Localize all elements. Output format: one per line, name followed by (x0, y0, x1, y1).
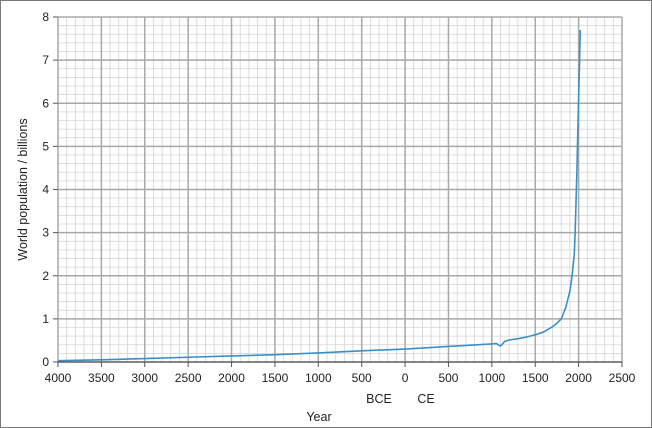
y-tick-label: 3 (42, 226, 49, 240)
population-line (57, 29, 582, 362)
x-axis-ticks: 4000 3500 3000 2500 2000 1500 1000 500 0 500 1000 1… (45, 362, 636, 385)
x-tick-label: 2500 (609, 371, 636, 385)
era-label-bce: BCE (366, 392, 392, 406)
x-tick-label: 2000 (565, 371, 592, 385)
y-axis-ticks: 0 1 2 3 4 5 6 7 8 (42, 10, 58, 369)
x-tick-label: 4000 (45, 371, 72, 385)
x-tick-label: 1500 (522, 371, 549, 385)
x-tick-label: 3000 (131, 371, 158, 385)
x-tick-label: 1000 (305, 371, 332, 385)
era-label-ce: CE (417, 392, 434, 406)
series-group (57, 29, 582, 362)
x-tick-label: 500 (352, 371, 372, 385)
x-tick-label: 0 (402, 371, 409, 385)
x-tick-label: 1500 (262, 371, 289, 385)
x-tick-label: 2000 (218, 371, 245, 385)
y-tick-label: 4 (42, 183, 49, 197)
y-tick-label: 7 (42, 53, 49, 67)
x-tick-label: 2500 (175, 371, 202, 385)
y-axis-title: World population / billions (16, 118, 30, 260)
y-tick-label: 6 (42, 96, 49, 110)
y-tick-label: 1 (42, 312, 49, 326)
y-tick-label: 5 (42, 139, 49, 153)
x-tick-label: 3500 (88, 371, 115, 385)
y-tick-label: 2 (42, 269, 49, 283)
y-tick-label: 8 (42, 10, 49, 24)
x-axis-title: Year (306, 410, 331, 424)
x-tick-label: 500 (438, 371, 458, 385)
y-tick-label: 0 (42, 355, 49, 369)
x-tick-label: 1000 (478, 371, 505, 385)
